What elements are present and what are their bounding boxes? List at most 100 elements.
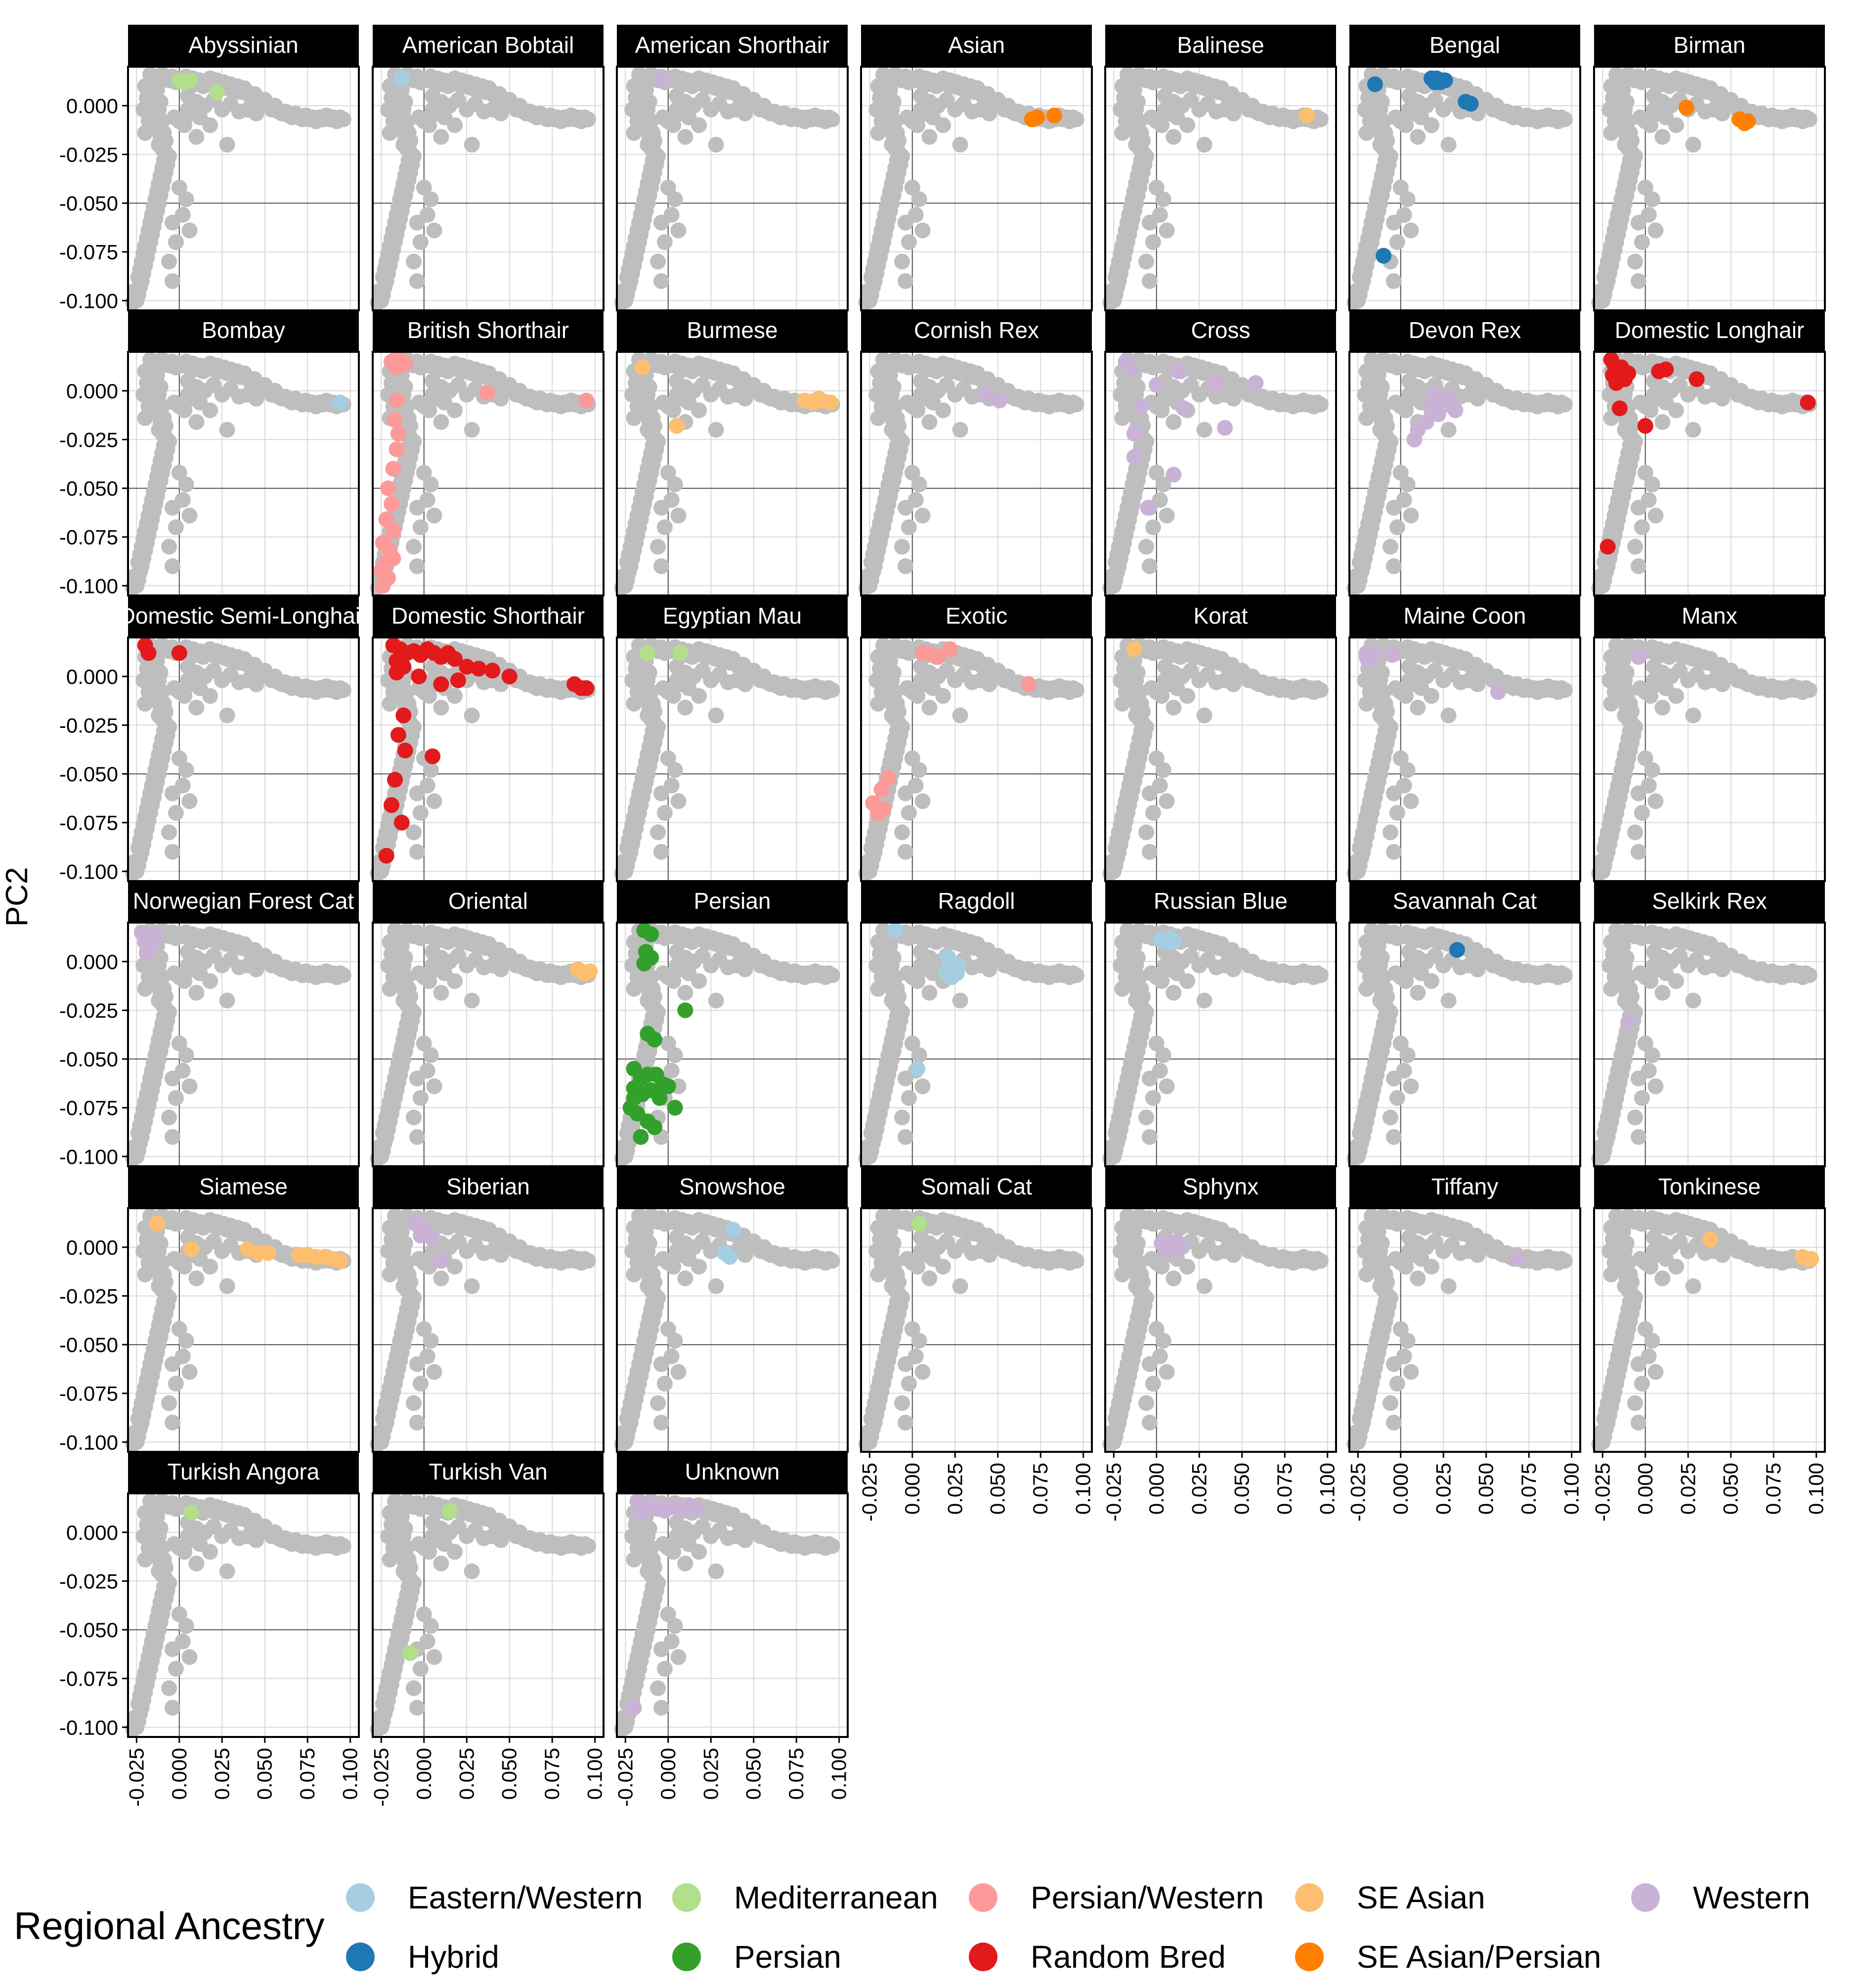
background-point <box>1603 125 1619 141</box>
background-point <box>667 762 683 778</box>
background-point <box>677 129 693 145</box>
background-point <box>1603 696 1619 712</box>
background-point <box>493 962 509 977</box>
highlight-point <box>1360 653 1376 669</box>
background-point <box>219 708 235 723</box>
background-point <box>824 111 840 127</box>
background-point <box>427 222 442 238</box>
background-point <box>1632 680 1648 696</box>
background-point <box>626 696 642 712</box>
facet-title: Bengal <box>1429 32 1500 58</box>
background-point <box>650 824 666 840</box>
background-point <box>915 1078 931 1094</box>
background-point <box>1143 680 1159 696</box>
y-tick-label: -0.100 <box>59 1145 118 1168</box>
highlight-point <box>647 1032 662 1048</box>
highlight-point <box>209 84 225 100</box>
highlight-point <box>433 677 449 692</box>
background-point <box>1179 688 1195 704</box>
background-point <box>1631 1071 1646 1087</box>
facet-title: Domestic Longhair <box>1615 317 1805 343</box>
background-point <box>425 958 440 973</box>
background-point <box>137 410 153 426</box>
background-point <box>921 985 937 1001</box>
background-point <box>406 539 422 554</box>
background-point <box>667 191 683 207</box>
background-point <box>1632 966 1648 981</box>
background-point <box>1142 786 1158 802</box>
background-point <box>1631 558 1646 574</box>
background-point <box>1143 966 1159 981</box>
background-point <box>180 102 196 118</box>
background-point <box>913 958 929 973</box>
background-point <box>1802 682 1817 698</box>
background-point <box>1225 391 1241 407</box>
background-point <box>1654 985 1670 1001</box>
background-point <box>1714 677 1730 692</box>
background-point <box>182 508 198 523</box>
highlight-point <box>811 391 826 407</box>
background-point <box>409 844 425 860</box>
background-point <box>1644 1047 1660 1063</box>
highlight-point <box>1600 539 1616 554</box>
background-point <box>915 508 931 523</box>
background-point <box>898 844 913 860</box>
background-point <box>1138 824 1154 840</box>
background-point <box>1159 793 1175 809</box>
background-point <box>202 973 218 989</box>
highlight-point <box>1248 375 1263 391</box>
background-point <box>1631 844 1646 860</box>
background-point <box>952 993 968 1009</box>
background-point <box>1469 677 1485 692</box>
background-point <box>691 402 707 418</box>
facet-title: Cornish Rex <box>914 317 1039 343</box>
background-point <box>423 1047 439 1063</box>
background-point <box>166 395 182 411</box>
facet-panel: Domestic Shorthair <box>370 595 604 881</box>
background-point <box>180 387 196 403</box>
highlight-point <box>578 680 594 696</box>
background-point <box>657 234 673 250</box>
background-point <box>911 476 927 492</box>
background-point <box>1654 129 1670 145</box>
background-point <box>409 1129 425 1145</box>
facet-panel: Korat <box>1102 595 1336 881</box>
background-point <box>447 973 463 989</box>
background-point <box>901 234 917 250</box>
facet-title: Russian Blue <box>1154 888 1288 914</box>
background-point <box>1441 708 1457 723</box>
background-point <box>899 395 915 411</box>
highlight-point <box>1376 248 1391 264</box>
background-point <box>433 414 449 430</box>
facet-title: Exotic <box>946 603 1007 629</box>
background-point <box>1313 967 1329 983</box>
highlight-point <box>1608 375 1624 391</box>
highlight-point <box>1689 371 1705 387</box>
background-point <box>1400 762 1416 778</box>
background-point <box>655 966 671 981</box>
background-point <box>1646 387 1662 403</box>
background-point <box>1648 793 1664 809</box>
background-point <box>493 106 509 122</box>
background-point <box>824 682 840 698</box>
background-point <box>870 410 886 426</box>
background-point <box>691 117 707 133</box>
highlight-point <box>390 727 406 743</box>
background-point <box>737 391 753 407</box>
background-point <box>915 793 931 809</box>
facet-title: Balinese <box>1177 32 1264 58</box>
highlight-point <box>1384 647 1400 663</box>
highlight-point <box>1126 641 1142 657</box>
highlight-point <box>389 665 404 680</box>
y-tick-label: 0.000 <box>66 94 118 118</box>
background-point <box>1179 973 1195 989</box>
background-point <box>952 708 968 723</box>
background-point <box>413 519 429 535</box>
background-point <box>1387 966 1403 981</box>
background-point <box>1145 805 1161 821</box>
background-point <box>901 1090 917 1106</box>
background-point <box>1557 111 1573 127</box>
faceted-pca-scatter: PC2 Abyssinian0.000-0.025-0.050-0.075-0.… <box>0 0 1858 1858</box>
background-point <box>653 786 669 802</box>
background-point <box>1225 677 1241 692</box>
